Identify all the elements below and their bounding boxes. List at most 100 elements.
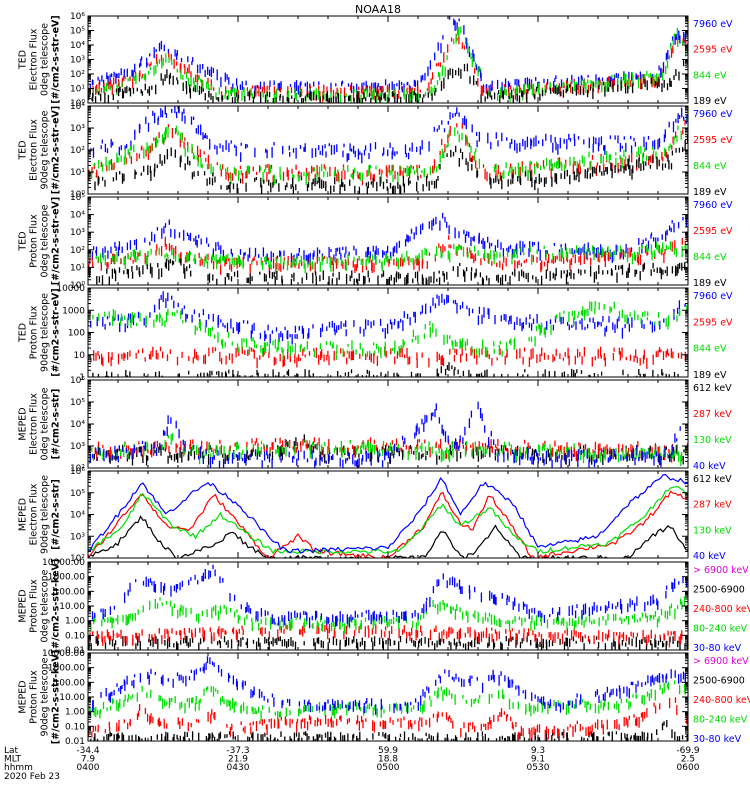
legend-entry: 612 keV: [693, 474, 732, 485]
y-tick-label: 10⁵: [70, 27, 85, 37]
panel-8: 0.01 0.10 1.00 10.00 100.00 1000.00 10000.00ME…: [18, 649, 750, 747]
y-tick-label: 10⁵: [70, 398, 85, 408]
y-tick-label: 10⁴: [70, 211, 85, 221]
series-189-ev: [88, 60, 685, 103]
panel-5: 10² 10³ 10⁴ 10⁵ 10⁶ MEPEDElectron Flux0deg te…: [18, 376, 733, 474]
x-row-label: hhmm: [4, 763, 33, 773]
y-tick-label: 10⁵: [70, 489, 85, 499]
legend-entry: 2595 eV: [693, 226, 733, 237]
y-tick-label: 1000: [62, 306, 85, 316]
legend-entry: 40 keV: [693, 461, 726, 472]
y-tick-label: 10⁰: [70, 190, 85, 200]
date-label: 2020 Feb 23: [4, 772, 60, 782]
y-axis-label: TEDElectron Flux0deg telescope[#/cm2-s-s…: [18, 15, 62, 103]
legend-entry: 2595 eV: [693, 135, 733, 146]
panel-2: 10⁰ 10¹ 10² 10³ 10⁴ TEDElectron Flux90deg tel…: [18, 102, 734, 200]
y-tick-label: 10³: [70, 56, 85, 66]
series-844-ev: [88, 116, 688, 186]
series-2500-6900: [88, 720, 688, 741]
series-844-ev: [88, 241, 688, 274]
legend-entry: > 6900 keV: [693, 565, 749, 576]
x-row-label: Lat: [4, 746, 19, 756]
y-tick-label: 10²: [70, 554, 85, 564]
x-tick-lat: 9.3: [531, 746, 545, 756]
series-240-800-kev: [88, 697, 688, 741]
legend-entry: > 6900 keV: [693, 656, 749, 667]
x-tick-mlt: 7.9: [81, 755, 96, 765]
y-tick-label: 10³: [70, 442, 85, 452]
legend-entry: 80-240 keV: [693, 715, 748, 726]
series-40-kev: [88, 400, 688, 468]
legend-entry: 2500-6900: [693, 585, 745, 596]
series-30-80-kev: [92, 656, 686, 715]
y-tick-label: 10¹: [70, 168, 85, 178]
series-2595-ev: [88, 33, 688, 103]
y-tick-label: 100: [68, 329, 85, 339]
y-tick-label: 10⁶: [70, 467, 85, 477]
y-axis-label: TEDProton Flux0deg telescope[#/cm2-s-str…: [18, 197, 62, 285]
legend-entry: 30-80 keV: [693, 643, 742, 654]
y-axis-label: MEPEDProton Flux90deg telescope[#/cm2-s-…: [18, 650, 62, 744]
y-tick-label: 10⁴: [70, 102, 85, 112]
series-7960-ev: [90, 291, 686, 345]
y-tick-label: 10²: [70, 70, 85, 80]
legend-entry: 80-240 keV: [693, 624, 748, 635]
x-tick-lat: -37.3: [226, 746, 249, 756]
panel-7: 0.01 0.10 1.00 10.00 100.00 1000.00 10000.00ME…: [18, 558, 750, 656]
y-axis-label: MEPEDElectron Flux90deg telescope[#/cm2-…: [18, 475, 62, 554]
y-tick-label: 10⁴: [70, 41, 85, 51]
y-tick-label: 0.01: [65, 646, 85, 656]
y-tick-label: 10⁴: [70, 420, 85, 430]
legend-entry: 2595 eV: [693, 317, 733, 328]
legend-entry: 130 keV: [693, 435, 732, 446]
series-30-80-kev: [91, 564, 688, 629]
y-tick-label: 100.00: [54, 678, 86, 688]
legend-entry: 40 keV: [693, 551, 726, 562]
legend-entry: 189 eV: [693, 96, 727, 107]
x-tick-mlt: 18.8: [378, 755, 398, 765]
y-tick-label: 10³: [70, 124, 85, 134]
y-tick-label: 10000: [56, 284, 85, 294]
series-40-kev: [88, 473, 688, 554]
x-tick-time: 0400: [77, 763, 100, 773]
series-7960-ev: [91, 212, 688, 266]
y-tick-label: 10³: [70, 228, 85, 238]
y-tick-label: 1000.00: [48, 664, 85, 674]
y-tick-label: 10.00: [59, 602, 85, 612]
legend-entry: 844 eV: [693, 70, 727, 81]
y-tick-label: 10: [74, 351, 86, 361]
x-tick-time: 0500: [377, 763, 400, 773]
legend-entry: 287 keV: [693, 409, 732, 420]
y-tick-label: 10⁰: [70, 281, 85, 291]
x-row-label: MLT: [4, 755, 22, 765]
y-tick-label: 10000.00: [42, 558, 85, 568]
y-axis-label: TEDProton Flux90deg telescope[#/cm2-s-st…: [18, 288, 62, 376]
series-844-ev: [88, 301, 688, 361]
legend-entry: 240-800 keV: [693, 604, 750, 615]
y-tick-label: 10.00: [59, 693, 85, 703]
y-tick-label: 1: [79, 373, 85, 383]
panel-frame: [87, 561, 689, 651]
y-tick-label: 10²: [70, 146, 85, 156]
legend-entry: 2500-6900: [693, 676, 745, 687]
y-tick-label: 10000.00: [42, 649, 85, 659]
legend-entry: 189 eV: [693, 278, 727, 289]
legend-entry: 130 keV: [693, 525, 732, 536]
y-tick-label: 10⁰: [70, 99, 85, 109]
x-tick-lat: -69.9: [676, 746, 700, 756]
panel-3: 10⁰ 10¹ 10² 10³ 10⁴ 10⁵ TEDProton Flux0deg tel…: [18, 193, 734, 291]
y-tick-label: 10⁶: [70, 12, 85, 22]
y-tick-label: 10²: [70, 464, 85, 474]
y-tick-label: 10¹: [70, 263, 85, 273]
legend-entry: 7960 eV: [693, 19, 733, 30]
legend-entry: 287 keV: [693, 500, 732, 511]
series-130-kev: [88, 486, 688, 555]
series-287-kev: [88, 490, 688, 558]
legend-entry: 2595 eV: [693, 45, 733, 56]
legend-entry: 240-800 keV: [693, 695, 750, 706]
panel-6: 10² 10³ 10⁴ 10⁵ 10⁶ MEPEDElectron Flux90deg t…: [18, 467, 733, 564]
x-tick-lat: 59.9: [378, 746, 398, 756]
legend-entry: 844 eV: [693, 161, 727, 172]
